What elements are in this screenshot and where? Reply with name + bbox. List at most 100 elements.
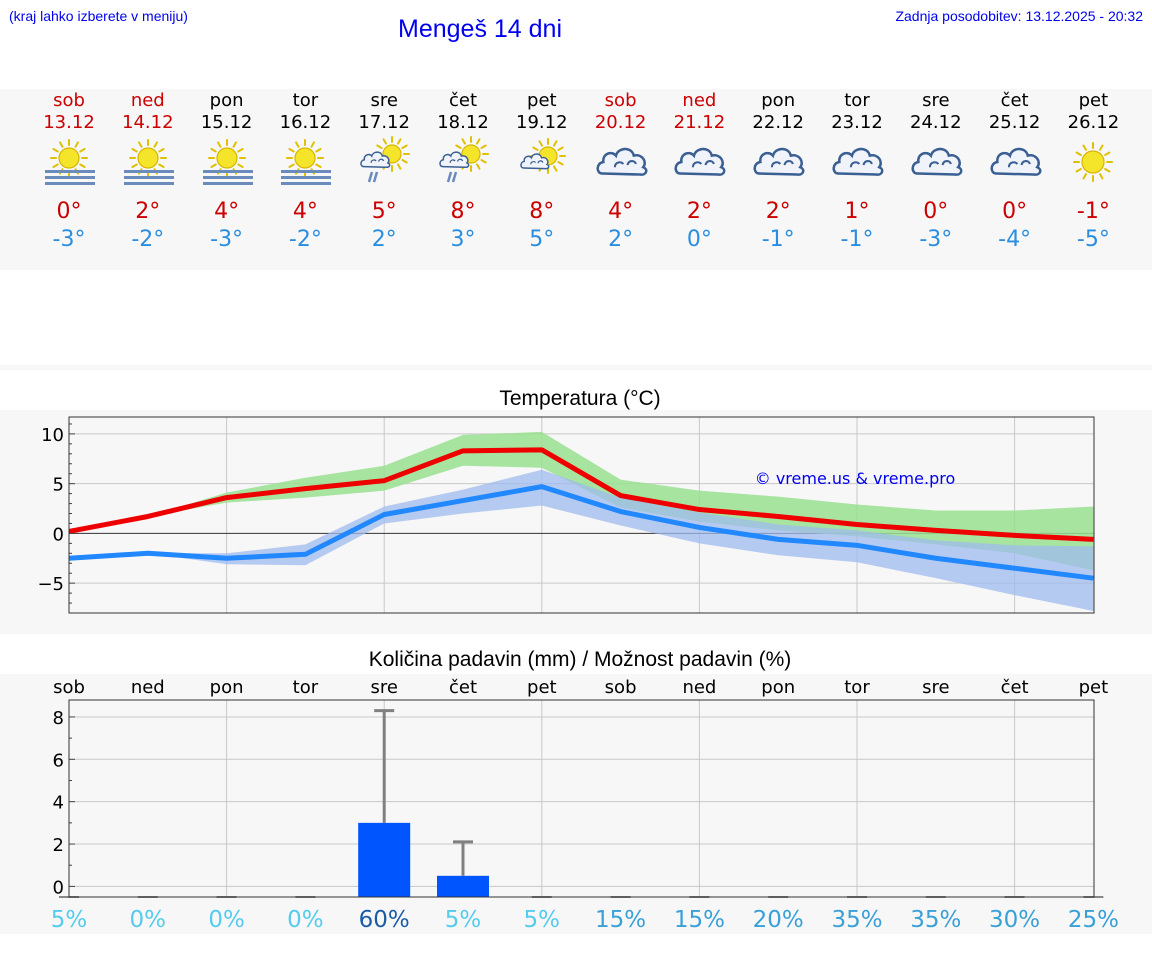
day-date: 23.12: [831, 112, 883, 133]
y-tick-label: 8: [53, 708, 64, 729]
x-category-label: pon: [210, 677, 244, 698]
precip-probability-label: 35%: [910, 907, 961, 933]
sun-ray: [153, 141, 158, 148]
cloud-inner-arc: [378, 158, 385, 162]
cloud-inner-arc: [449, 159, 456, 163]
fog-line: [123, 170, 174, 173]
day-name: ned: [130, 90, 165, 111]
forecast-day: ned 14.12 2° -2°: [108, 90, 188, 254]
cloud-inner-arc: [862, 159, 873, 166]
temperature-chart-title: Temperatura (°C): [499, 387, 661, 410]
day-date: 14.12: [122, 112, 174, 133]
day-name: čet: [448, 90, 478, 111]
tmax-line: [68, 447, 1094, 542]
temp-max: 2°: [765, 199, 791, 224]
sun-disc: [1081, 150, 1105, 174]
forecast-day: čet 25.12 0° -4°: [975, 90, 1055, 254]
fog-line: [123, 176, 174, 179]
forecast-day: ned 21.12 2° 0°: [659, 90, 739, 254]
precip-probability-label: 5%: [524, 907, 561, 933]
cloud-inner-arc: [692, 161, 703, 168]
sun-ray: [1099, 144, 1104, 151]
sun-ray: [74, 141, 79, 148]
x-category-label: sob: [53, 677, 85, 698]
precip-probability-label: 35%: [831, 907, 882, 933]
day-date: 21.12: [673, 112, 726, 133]
sun-ray: [538, 140, 543, 147]
temp-min: 2°: [608, 227, 634, 252]
day-name: pon: [761, 90, 796, 111]
sun-ray: [158, 163, 165, 168]
day-name: sob: [604, 90, 637, 111]
day-name: pet: [527, 90, 557, 111]
fog-line: [202, 176, 253, 179]
cloud-icon: [674, 147, 726, 176]
cloud-inner-arc: [704, 159, 716, 166]
day-name: sob: [53, 90, 85, 111]
temp-min: -2°: [288, 227, 322, 252]
temp-max: 4°: [214, 199, 240, 224]
cloud-icon: [753, 147, 805, 176]
forecast-panel: [0, 89, 1152, 270]
x-category-label: čet: [449, 677, 477, 698]
sun-disc: [58, 147, 80, 169]
temp-max: -1°: [1076, 199, 1110, 224]
cloud-inner-arc: [941, 159, 952, 166]
day-date: 15.12: [200, 112, 253, 133]
cloud-inner-arc: [529, 160, 536, 165]
sun-cloud-rain-icon: [360, 136, 411, 183]
cloud-inner-arc: [1007, 161, 1018, 168]
cloud-icon: [832, 147, 884, 176]
day-name: čet: [1000, 90, 1029, 111]
fog-line: [45, 170, 95, 173]
temp-min: 0°: [686, 227, 712, 252]
precip-probability-label: 20%: [753, 907, 804, 933]
fog-line: [281, 176, 332, 179]
cloud-inner-arc: [849, 161, 861, 168]
sun-ray: [79, 163, 86, 168]
weather-icon: [45, 139, 95, 185]
precip-bar: [437, 875, 489, 897]
weather-icon: [123, 139, 174, 185]
cloud-shape: [360, 151, 391, 169]
weather-icon: [674, 147, 726, 176]
day-name: tor: [844, 90, 870, 111]
temp-max: 4°: [292, 199, 318, 224]
rain-drop: [367, 171, 374, 183]
sun-ray: [315, 148, 322, 153]
sun-ray: [52, 163, 59, 168]
temp-min: -3°: [919, 227, 953, 252]
sun-ray: [1104, 151, 1111, 156]
x-category-label: tor: [293, 677, 319, 698]
sun-ray: [315, 163, 322, 168]
sun-ray: [397, 163, 402, 170]
weather-icon: [753, 147, 805, 176]
sun-ray: [1075, 151, 1083, 156]
tmin-line: [68, 484, 1094, 581]
sun-ray: [232, 141, 237, 148]
sun-ray: [59, 141, 64, 148]
y-tick-label: 6: [53, 750, 64, 771]
cloud-inner-arc: [1020, 159, 1031, 166]
day-date: 18.12: [437, 112, 489, 133]
sun-ray: [557, 161, 564, 166]
sun-cloud-icon: [520, 138, 566, 174]
cloud-inner-arc: [771, 161, 782, 168]
precip-probability-label: 0%: [130, 907, 167, 933]
precip-probability-label: 15%: [595, 907, 646, 933]
day-name: tor: [292, 90, 319, 111]
y-tick-label: 4: [53, 793, 64, 814]
cloud-inner-arc: [537, 160, 544, 164]
temp-min: -4°: [998, 227, 1032, 252]
day-name: pet: [1078, 90, 1109, 111]
day-date: 19.12: [516, 112, 568, 133]
temp-min: -3°: [52, 227, 86, 252]
fog-line: [281, 182, 332, 185]
y-tick-label: 0: [53, 877, 64, 898]
sun-ray: [476, 138, 481, 145]
sun-ray: [52, 148, 59, 153]
temp-max: 4°: [608, 199, 634, 224]
section-divider: [0, 365, 1152, 370]
tmax-range-band: [69, 431, 1094, 571]
precip-probability-label: 5%: [51, 907, 88, 933]
